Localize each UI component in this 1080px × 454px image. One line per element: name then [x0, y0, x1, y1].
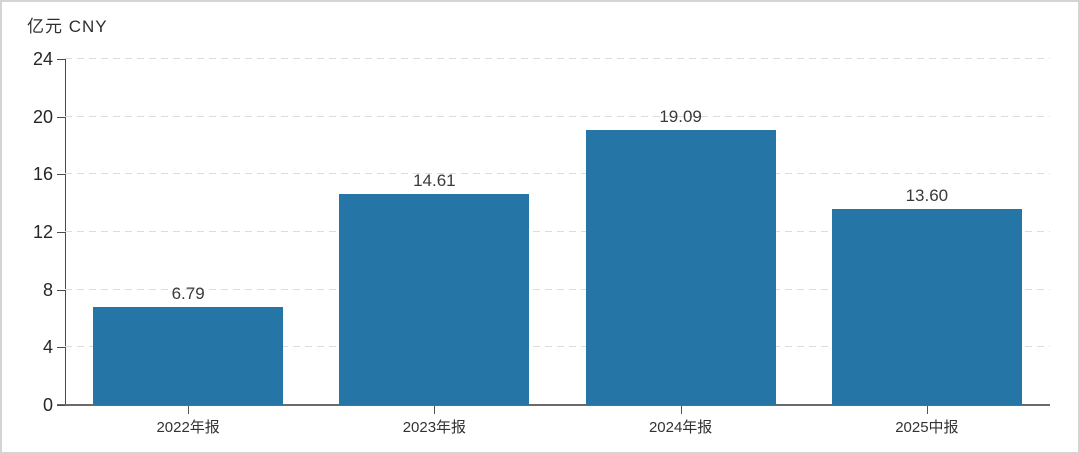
plot-area: 6.79 14.61 19.09 13.60 — [65, 58, 1050, 405]
y-axis-tick — [57, 405, 65, 406]
y-tick-label: 4 — [42, 337, 53, 358]
y-tick-label: 12 — [32, 222, 53, 242]
y-axis-tick — [57, 116, 65, 118]
y-axis-line — [65, 59, 66, 405]
x-axis-line — [57, 404, 1050, 406]
gridline — [65, 346, 1050, 348]
y-axis-tick — [57, 289, 65, 291]
bar[interactable] — [93, 307, 284, 405]
x-axis-tick — [188, 406, 190, 414]
gridline — [65, 231, 1050, 232]
gridline — [65, 58, 1050, 59]
gridline — [65, 288, 1050, 290]
y-tick-label: 8 — [42, 279, 53, 300]
y-tick-label: 24 — [32, 49, 53, 69]
x-axis-label: 2025中报 — [895, 419, 959, 436]
y-axis-unit-label: 亿元 CNY — [27, 17, 108, 36]
x-axis-tick — [926, 406, 928, 414]
y-axis-tick — [57, 174, 65, 176]
y-tick-label: 0 — [42, 395, 53, 415]
gridline — [65, 173, 1050, 175]
y-tick-label: 20 — [32, 106, 53, 127]
bar[interactable] — [339, 194, 530, 405]
x-axis-tick — [680, 406, 682, 414]
x-axis-label: 2023年报 — [402, 419, 467, 436]
x-axis-label: 2022年报 — [156, 419, 220, 436]
bar-value-label: 14.61 — [413, 171, 456, 191]
y-axis-tick — [57, 232, 65, 233]
bar-value-label: 6.79 — [171, 284, 205, 304]
gridline — [65, 115, 1050, 117]
x-axis-tick — [434, 406, 436, 414]
x-axis-label: 2024年报 — [648, 419, 713, 436]
y-axis-tick — [57, 347, 65, 349]
y-axis-tick — [57, 59, 65, 60]
bar[interactable] — [831, 208, 1022, 405]
bar[interactable] — [585, 129, 776, 405]
bar-value-label: 19.09 — [659, 106, 702, 126]
bar-value-label: 13.60 — [905, 185, 949, 205]
y-tick-label: 16 — [32, 164, 53, 185]
